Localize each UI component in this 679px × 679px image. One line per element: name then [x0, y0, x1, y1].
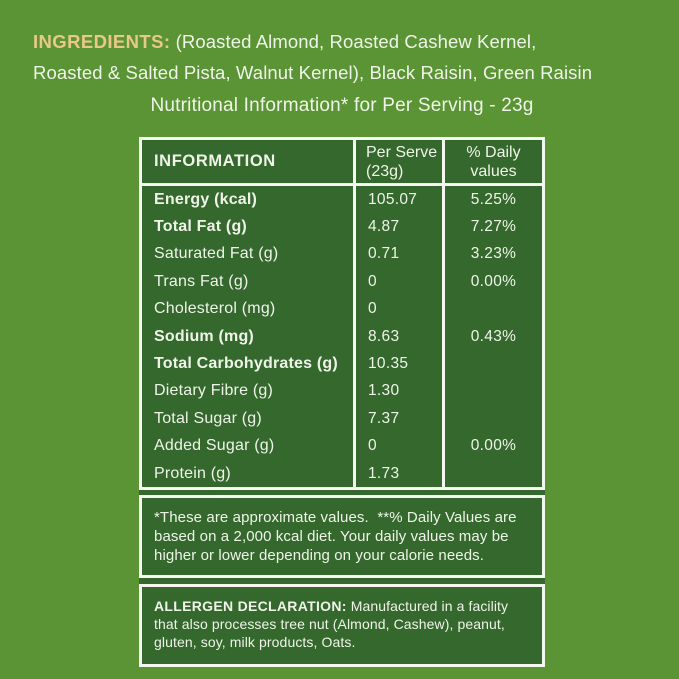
row-label: Added Sugar (g)	[154, 437, 275, 455]
row-label: Total Carbohydrates (g)	[154, 355, 338, 373]
table-row: Energy (kcal) 105.07 5.25%	[142, 186, 542, 214]
table-header-row: INFORMATION Per Serve (23g) % Daily valu…	[142, 140, 542, 186]
row-label: Dietary Fibre (g)	[154, 382, 273, 400]
table-row: Protein (g) 1.73	[142, 459, 542, 488]
table-row: Total Sugar (g) 7.37	[142, 405, 542, 433]
ingredients-line2: Roasted & Salted Pista, Walnut Kernel), …	[33, 62, 593, 83]
ingredients-line1: (Roasted Almond, Roasted Cashew Kernel,	[170, 31, 537, 52]
header-per-serve: Per Serve (23g)	[353, 140, 442, 183]
row-daily: 0.00%	[442, 432, 542, 460]
row-label: Trans Fat (g)	[154, 272, 249, 290]
ingredients-label: INGREDIENTS:	[33, 31, 171, 52]
row-daily: 0.43%	[442, 322, 542, 351]
table-body: Energy (kcal) 105.07 5.25% Total Fat (g)…	[142, 186, 542, 488]
row-daily	[442, 459, 542, 488]
row-daily: 3.23%	[442, 240, 542, 269]
row-per-serve: 7.37	[353, 405, 442, 433]
row-daily	[442, 405, 542, 433]
header-daily-values: % Daily values	[442, 140, 542, 183]
row-per-serve: 105.07	[353, 186, 442, 214]
row-daily: 5.25%	[442, 186, 542, 214]
row-label: Total Sugar (g)	[154, 409, 262, 427]
row-daily	[442, 377, 542, 406]
row-per-serve: 10.35	[353, 350, 442, 378]
nutrition-panel: INFORMATION Per Serve (23g) % Daily valu…	[139, 137, 545, 668]
table-row: Sodium (mg) 8.63 0.43%	[142, 322, 542, 351]
row-per-serve: 0	[353, 432, 442, 460]
row-daily	[442, 350, 542, 378]
nutrition-title: Nutritional Information* for Per Serving…	[150, 95, 534, 116]
row-per-serve: 0	[353, 268, 442, 296]
row-per-serve: 0	[353, 295, 442, 323]
table-row: Total Carbohydrates (g) 10.35	[142, 350, 542, 378]
table-row: Trans Fat (g) 0 0.00%	[142, 268, 542, 296]
table-row: Dietary Fibre (g) 1.30	[142, 377, 542, 406]
footnote-box: *These are approximate values. **% Daily…	[139, 495, 545, 579]
row-label: Cholesterol (mg)	[154, 300, 276, 318]
row-label: Sodium (mg)	[154, 327, 254, 345]
allergen-box: ALLERGEN DECLARATION: Manufactured in a …	[139, 584, 545, 668]
header-information: INFORMATION	[154, 152, 276, 170]
row-label: Saturated Fat (g)	[154, 245, 279, 263]
row-label: Total Fat (g)	[154, 218, 247, 236]
row-per-serve: 1.30	[353, 377, 442, 406]
row-daily	[442, 295, 542, 323]
table-row: Added Sugar (g) 0 0.00%	[142, 432, 542, 460]
row-label: Energy (kcal)	[154, 190, 258, 208]
row-daily: 7.27%	[442, 213, 542, 241]
row-per-serve: 8.63	[353, 322, 442, 351]
table-row: Cholesterol (mg) 0	[142, 295, 542, 323]
allergen-label: ALLERGEN DECLARATION:	[154, 598, 347, 615]
allergen-text: Manufactured in a facility that also pro…	[154, 598, 509, 651]
table-row: Total Fat (g) 4.87 7.27%	[142, 213, 542, 241]
row-per-serve: 4.87	[353, 213, 442, 241]
row-label: Protein (g)	[154, 464, 231, 482]
row-daily: 0.00%	[442, 268, 542, 296]
ingredients-section: INGREDIENTS: (Roasted Almond, Roasted Ca…	[33, 26, 669, 88]
table-row: Saturated Fat (g) 0.71 3.23%	[142, 240, 542, 269]
row-per-serve: 1.73	[353, 459, 442, 488]
row-per-serve: 0.71	[353, 240, 442, 269]
nutrition-table: INFORMATION Per Serve (23g) % Daily valu…	[139, 137, 545, 491]
